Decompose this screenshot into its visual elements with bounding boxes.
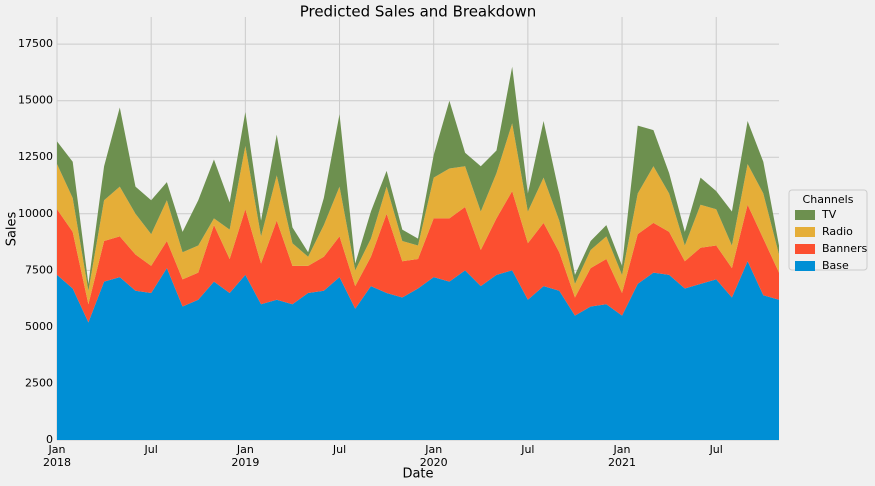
x-tick-label: Jul xyxy=(709,443,723,456)
area xyxy=(57,191,779,323)
x-tick-label-line: Jan xyxy=(48,443,66,456)
legend-swatch xyxy=(795,244,815,254)
x-tick-label-line: Jul xyxy=(709,443,723,456)
x-axis-label: Date xyxy=(402,467,433,482)
x-tick-label-line: Jul xyxy=(144,443,158,456)
legend-swatch xyxy=(795,227,815,237)
y-tick-label: 7500 xyxy=(25,263,53,276)
legend-title: Channels xyxy=(803,193,854,206)
x-tick-label-line: Jan xyxy=(613,443,631,456)
y-tick-label: 2500 xyxy=(25,376,53,389)
y-axis-label: Sales xyxy=(5,211,20,246)
y-tick-label: 17500 xyxy=(18,37,53,50)
chart-title: Predicted Sales and Breakdown xyxy=(300,3,537,21)
x-tick-label: Jan 2021 xyxy=(608,443,636,469)
x-tick-label: Jan 2018 xyxy=(43,443,71,469)
y-tick-label: 15000 xyxy=(18,94,53,107)
legend-label: Radio xyxy=(822,225,853,238)
y-tick-label: 0 xyxy=(46,433,53,446)
x-tick-label-line: 2019 xyxy=(231,456,259,469)
legend-label: TV xyxy=(821,208,837,221)
area xyxy=(57,123,779,305)
legend-swatch xyxy=(795,210,815,220)
area xyxy=(57,261,779,440)
x-tick-label: Jan 2019 xyxy=(231,443,259,469)
y-tick-label: 10000 xyxy=(18,207,53,220)
x-tick-label-line: Jul xyxy=(520,443,534,456)
x-tick-label-line: 2020 xyxy=(420,456,448,469)
y-tick-label: 12500 xyxy=(18,150,53,163)
y-tick-label: 5000 xyxy=(25,320,53,333)
x-tick-label-line: 2018 xyxy=(43,456,71,469)
x-tick-label: Jul xyxy=(144,443,158,456)
x-tick-label: Jan 2020 xyxy=(420,443,448,469)
x-tick-label-line: 2021 xyxy=(608,456,636,469)
legend-swatch xyxy=(795,261,815,271)
x-tick-label-line: Jul xyxy=(332,443,346,456)
x-tick-label: Jul xyxy=(332,443,346,456)
x-tick-label: Jul xyxy=(520,443,534,456)
legend-label: Base xyxy=(822,259,849,272)
legend-label: Banners xyxy=(822,242,868,255)
x-tick-label-line: Jan xyxy=(424,443,442,456)
x-tick-label-line: Jan xyxy=(236,443,254,456)
area xyxy=(57,66,779,291)
